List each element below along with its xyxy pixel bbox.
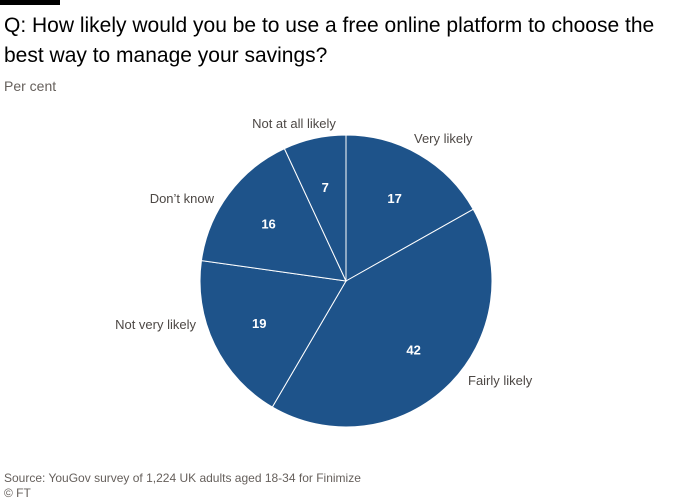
credit-note: © FT (4, 486, 31, 500)
pie-slice-don-t-know (200, 147, 347, 282)
slice-value-label: 42 (406, 343, 420, 358)
slice-value-label: 17 (387, 191, 401, 206)
slice-category-label: Not very likely (115, 317, 196, 332)
slices-layer (199, 134, 493, 428)
labels-layer: 17 Very likely 42 Fairly likely 19 Not very l… (115, 116, 533, 388)
pie-slice-fairly-likely (271, 208, 493, 428)
chart-title: Q: How likely would you be to use a free… (4, 14, 655, 67)
slice-value-label: 7 (322, 180, 329, 195)
source-note: Source: YouGov survey of 1,224 UK adults… (4, 471, 361, 485)
slice-category-label: Not at all likely (252, 116, 336, 131)
chart-subtitle: Per cent (4, 78, 57, 94)
slice-category-label: Fairly likely (468, 373, 533, 388)
top-rule (0, 0, 60, 5)
slice-value-label: 19 (252, 316, 266, 331)
slice-category-label: Very likely (414, 131, 473, 146)
pie-slice-very-likely (345, 134, 474, 282)
slice-category-label: Don’t know (150, 191, 215, 206)
pie-slice-not-very-likely (199, 260, 347, 408)
pie-slice-not-at-all-likely (283, 134, 347, 282)
slice-value-label: 16 (261, 217, 275, 232)
